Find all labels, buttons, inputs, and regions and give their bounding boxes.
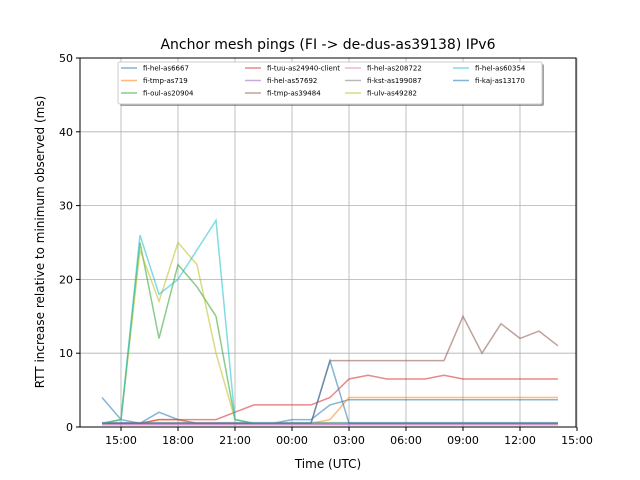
- legend-label: fi-ulv-as49282: [367, 90, 417, 98]
- legend-entry: fi-tuu-as24940-client: [245, 65, 340, 73]
- legend-label: fi-hel-as60354: [475, 65, 526, 73]
- legend-entry: fi-oul-as20904: [121, 90, 194, 98]
- legend: fi-hel-as6667 fi-tmp-as719 fi-oul-as20904 f…: [117, 61, 544, 106]
- x-axis-label: Time (UTC): [294, 457, 361, 471]
- chart-title: Anchor mesh pings (FI -> de-dus-as39138)…: [160, 37, 495, 53]
- x-tick-label: 18:00: [162, 434, 194, 447]
- legend-label: fi-kaj-as13170: [475, 77, 525, 85]
- x-tick-label: 06:00: [390, 434, 422, 447]
- x-tick-label: 09:00: [447, 434, 479, 447]
- y-tick-label: 40: [59, 126, 73, 139]
- legend-entry: fi-hel-as208722: [345, 65, 422, 73]
- legend-label: fi-oul-as20904: [143, 90, 194, 98]
- legend-label: fi-tuu-as24940-client: [267, 65, 340, 73]
- x-tick-label: 21:00: [219, 434, 251, 447]
- plot-frame: [79, 57, 577, 428]
- y-tick-label: 50: [59, 52, 73, 65]
- legend-entry: fi-hel-as6667: [121, 65, 189, 73]
- x-tick-label: 00:00: [276, 434, 308, 447]
- legend-entry: fi-kst-as199087: [345, 77, 422, 85]
- y-tick-label: 20: [59, 273, 73, 286]
- y-axis-label: RTT increase relative to minimum observe…: [33, 96, 47, 389]
- plot-area: [80, 58, 576, 427]
- legend-entry: fi-tmp-as39484: [245, 90, 321, 98]
- x-tick-label: 03:00: [333, 434, 365, 447]
- legend-entry: fi-hel-as57692: [245, 77, 317, 85]
- legend-entry: fi-kaj-as13170: [453, 77, 525, 85]
- y-tick-label: 10: [59, 347, 73, 360]
- legend-label: fi-tmp-as39484: [267, 90, 321, 98]
- legend-entry: fi-hel-as60354: [453, 65, 526, 73]
- series-line-fi-kaj-as13170: [102, 358, 558, 425]
- legend-entry: fi-tmp-as719: [121, 77, 188, 85]
- series-line-fi-tuu-as24940-client: [102, 374, 558, 425]
- legend-label: fi-hel-as6667: [143, 65, 189, 73]
- legend-label: fi-tmp-as719: [143, 77, 188, 85]
- legend-entry: fi-ulv-as49282: [345, 90, 417, 98]
- x-tick-label: 15:00: [105, 434, 137, 447]
- legend-label: fi-hel-as57692: [267, 77, 317, 85]
- x-tick-label: 15:00: [561, 434, 593, 447]
- legend-label: fi-hel-as208722: [367, 65, 422, 73]
- y-tick-label: 30: [59, 200, 73, 213]
- y-tick-label: 0: [66, 421, 73, 434]
- legend-box: [117, 61, 543, 105]
- legend-label: fi-kst-as199087: [367, 77, 422, 85]
- x-tick-label: 12:00: [504, 434, 536, 447]
